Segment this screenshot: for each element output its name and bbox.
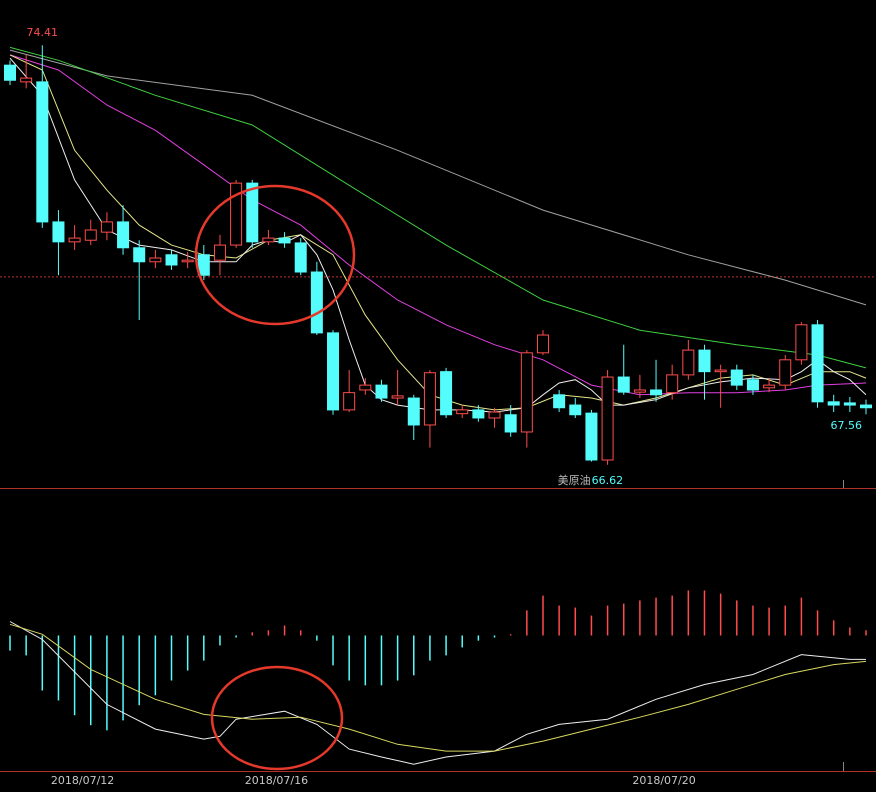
candle-body	[165, 254, 178, 266]
candle-body	[714, 369, 727, 373]
x-tick-label: 2018/07/16	[245, 774, 308, 787]
candle-body	[375, 384, 388, 399]
candle-body	[262, 237, 275, 243]
candle-body	[698, 349, 711, 373]
average-line	[9, 46, 867, 369]
average-line	[9, 623, 867, 752]
candle-body	[569, 404, 582, 416]
candle-body	[246, 182, 259, 243]
candle-body	[633, 389, 646, 393]
candle-body	[149, 257, 162, 263]
candle-body	[666, 374, 679, 394]
candle-body	[407, 397, 420, 426]
average-line	[9, 49, 867, 306]
low-label: 66.62	[592, 474, 624, 487]
candle-body	[230, 182, 243, 246]
candle-body	[181, 259, 194, 263]
last-low-label: 67.56	[831, 419, 863, 432]
high-label: 74.41	[27, 26, 59, 39]
candle-body	[730, 369, 743, 386]
candle-body	[843, 402, 856, 406]
candle-body	[763, 384, 776, 389]
average-line	[9, 621, 866, 765]
candle-body	[617, 376, 630, 393]
candle-body	[585, 412, 598, 461]
candle-body	[52, 221, 65, 243]
candle-body	[779, 359, 792, 386]
candle-body	[827, 401, 840, 406]
candle-body	[133, 247, 146, 263]
candle-body	[20, 77, 33, 83]
highlight-circle	[210, 665, 344, 771]
candle-body	[553, 394, 566, 409]
x-tick-label: 2018/07/20	[632, 774, 695, 787]
candle-body	[359, 384, 372, 391]
candle-body	[4, 64, 16, 81]
candle-body	[601, 376, 614, 461]
candle-body	[84, 229, 97, 241]
candle-body	[100, 221, 113, 233]
candle-body	[440, 371, 453, 416]
average-line	[9, 54, 867, 396]
candle-body	[391, 395, 404, 399]
candle-body	[488, 411, 501, 419]
candle-body	[343, 392, 356, 411]
candle-body	[456, 409, 469, 415]
candle-body	[310, 271, 323, 334]
candle-body	[294, 242, 307, 273]
candle-body	[650, 389, 663, 396]
candle-body	[36, 81, 49, 223]
candle-body	[860, 404, 872, 409]
candle-body	[68, 237, 81, 243]
candle-body	[536, 334, 549, 354]
candle-body	[423, 372, 436, 426]
highlight-circle	[194, 184, 356, 326]
candle-body	[504, 414, 517, 433]
candle-body	[472, 409, 485, 419]
symbol-label: 美原油	[558, 473, 591, 487]
candle-body	[795, 324, 808, 361]
candle-body	[811, 324, 824, 403]
candle-body	[213, 244, 226, 261]
x-tick-label: 2018/07/12	[51, 774, 114, 787]
candle-body	[278, 237, 291, 244]
candle-body	[117, 221, 130, 249]
candle-body	[746, 379, 759, 391]
candle-body	[197, 254, 210, 276]
candle-body	[520, 352, 533, 433]
candle-body	[327, 332, 340, 411]
candle-body	[682, 349, 695, 376]
